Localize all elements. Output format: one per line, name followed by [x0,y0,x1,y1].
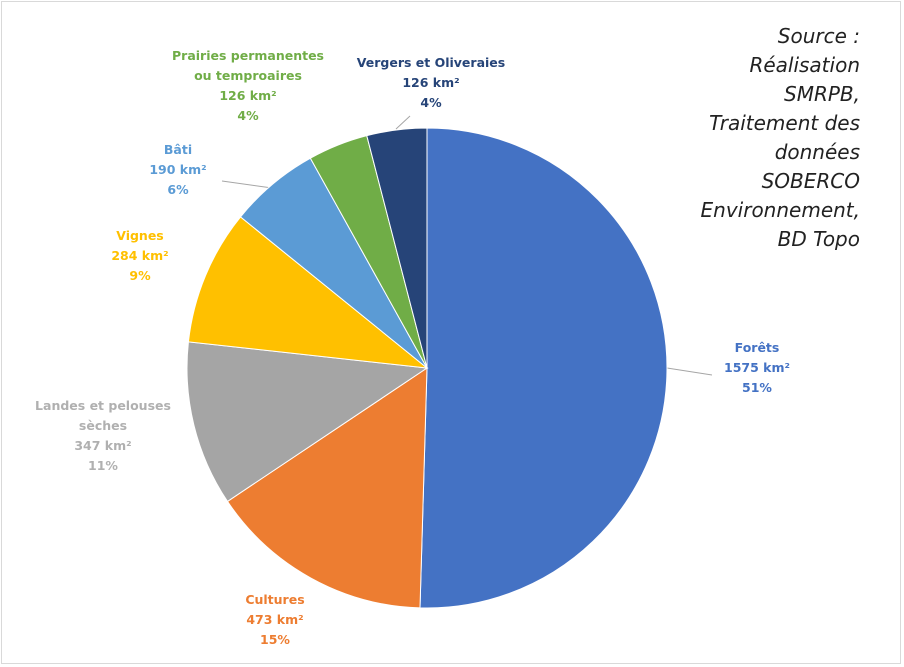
leader-line [221,180,273,189]
slice-value-label: 473 km² [246,612,303,627]
slice-label: Bâti [164,142,192,157]
pie-slice [187,216,429,369]
slice-label: Cultures [245,592,304,607]
slice-value-label: 347 km² [74,438,131,453]
slice-percent-label: 15% [260,632,290,647]
slice-label: Prairies permanentes ou temproaires [172,48,324,83]
slice-value-label: 1575 km² [724,360,790,375]
slice-value-label: 126 km² [219,88,276,103]
slice-percent-label: 4% [237,108,259,123]
leader-line [395,115,411,130]
slice-value-label: 284 km² [111,248,168,263]
slice-label: Vergers et Oliveraies [357,55,505,70]
slice-value-label: 190 km² [149,162,206,177]
slice-value-label: 126 km² [402,75,459,90]
source-note: Source : Réalisation SMRPB, Traitement d… [700,24,860,251]
slice-percent-label: 11% [88,458,118,473]
slice-label: Landes et pelouses sèches [35,398,171,433]
slice-label: Forêts [735,340,780,355]
pie-slice [186,341,429,503]
pie-slice [226,367,428,609]
slice-percent-label: 6% [167,182,189,197]
pie-slice [419,127,668,609]
slice-percent-label: 4% [420,95,442,110]
pie-slice [366,127,428,369]
leader-line [666,367,713,376]
slice-label: Vignes [116,228,164,243]
slice-percent-label: 9% [129,268,151,283]
slice-percent-label: 51% [742,380,772,395]
